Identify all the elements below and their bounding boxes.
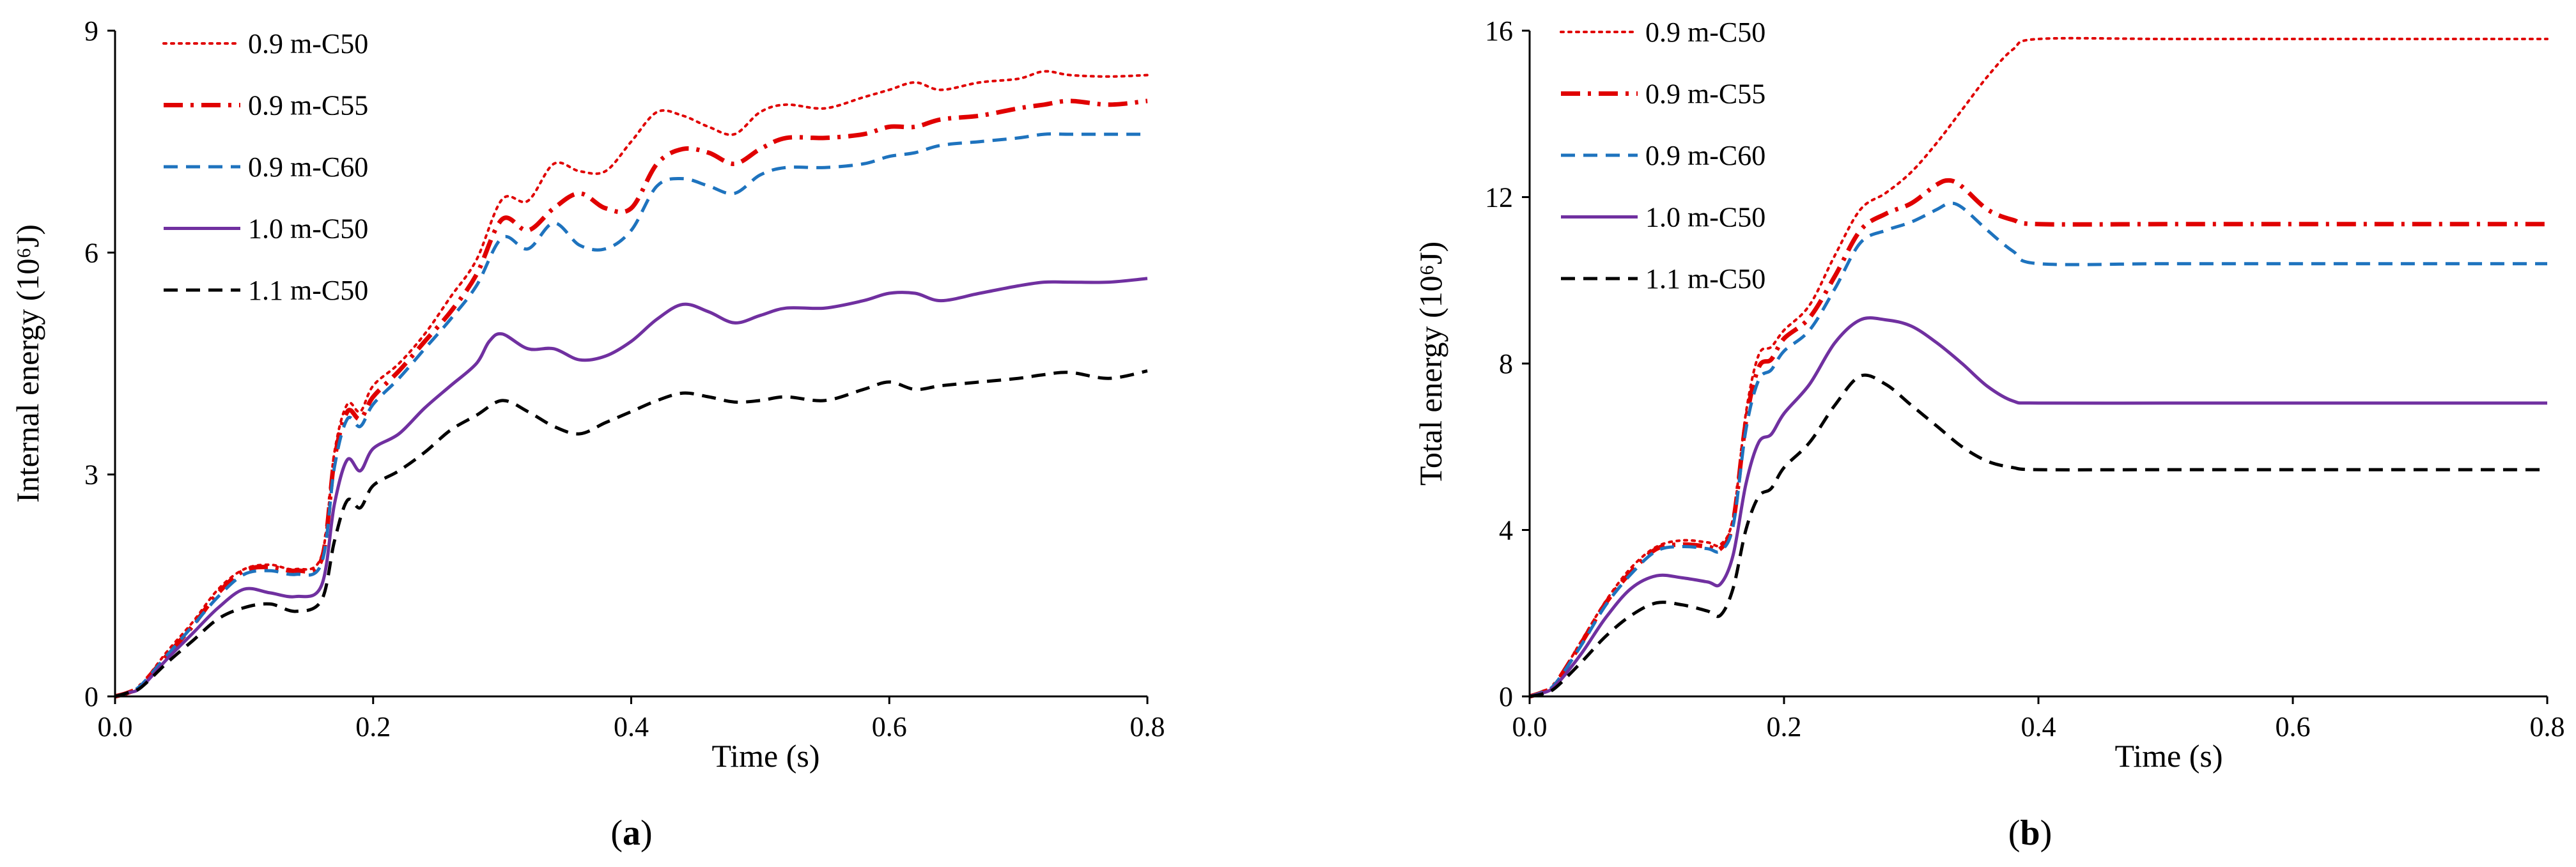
panel-a-series-line-3 [114, 277, 1148, 698]
panel-a-x-tick-label-2: 0.4 [614, 711, 649, 742]
panel-a-legend-label-1: 0.9 m-C55 [248, 90, 368, 121]
panel-b-series-line-2 [1529, 201, 2547, 698]
panel-a-legend-label-4: 1.1 m-C50 [248, 275, 368, 306]
panel-b-y-tick-label-4: 16 [1485, 15, 1513, 47]
panel-a-series-line-4 [114, 369, 1148, 698]
panel-b-label-letter: b [2020, 813, 2040, 853]
panel-b-legend-label-0: 0.9 m-C50 [1645, 17, 1765, 48]
panel-b-y-tick-label-3: 12 [1485, 182, 1513, 213]
panel-b-x-tick-label-0: 0.0 [1512, 711, 1548, 742]
panel-a-legend-label-3: 1.0 m-C50 [248, 213, 368, 245]
panel-a-legend: 0.9 m-C50 0.9 m-C55 0.9 m-C60 1.0 m-C50 1.1 … [162, 28, 368, 306]
panel-b-y-tick-label-0: 0 [1499, 681, 1513, 712]
panel-a-y-axis-title: Internal energy (10⁶J) [10, 224, 45, 503]
panel-b-total-energy: 0 4 8 12 16 0.0 0.2 0.4 0.6 0.8 Total energy (10⁶… [1413, 15, 2565, 853]
panel-a-label-letter: a [623, 813, 640, 853]
panel-b-y-tick-label-1: 4 [1499, 515, 1513, 546]
panel-b-x-axis-title: Time (s) [2114, 738, 2223, 774]
panel-a-series-line-2 [114, 132, 1147, 698]
panel-a-y-tick-label-1: 3 [84, 459, 98, 491]
panel-a-x-tick-label-4: 0.8 [1130, 711, 1165, 742]
panel-a-y-tick-label-2: 6 [84, 237, 98, 268]
panel-b-legend-label-3: 1.0 m-C50 [1645, 202, 1765, 233]
panel-b-series-line-4 [1529, 373, 2547, 698]
panel-a-legend-label-2: 0.9 m-C60 [248, 151, 368, 183]
panel-b-y-axis-title: Total energy (10⁶J) [1413, 242, 1448, 486]
panel-b-x-tick-label-2: 0.4 [2021, 711, 2056, 742]
panel-b-legend-label-4: 1.1 m-C50 [1645, 263, 1765, 295]
panel-b-x-tick-label-4: 0.8 [2530, 711, 2565, 742]
panel-a-x-tick-label-3: 0.6 [872, 711, 907, 742]
panel-a-x-tick-label-0: 0.0 [98, 711, 133, 742]
panel-b-x-tick-label-1: 0.2 [1767, 711, 1802, 742]
panel-b-legend: 0.9 m-C50 0.9 m-C55 0.9 m-C60 1.0 m-C50 1.1 … [1560, 17, 1765, 295]
panel-a-ticks: 0 3 6 9 0.0 0.2 0.4 0.6 0.8 [84, 15, 1165, 742]
panel-a-plot-area [114, 70, 1149, 699]
panel-b-ticks: 0 4 8 12 16 0.0 0.2 0.4 0.6 0.8 [1485, 15, 2565, 742]
panel-b-series-line-3 [1529, 316, 2547, 698]
panel-a-legend-label-0: 0.9 m-C50 [248, 28, 368, 59]
panel-a-x-axis-title: Time (s) [711, 738, 819, 774]
panel-a-y-tick-label-0: 0 [84, 681, 98, 712]
panel-a-x-tick-label-1: 0.2 [355, 711, 391, 742]
panel-b-legend-label-1: 0.9 m-C55 [1645, 79, 1765, 110]
panel-b-x-tick-label-3: 0.6 [2276, 711, 2311, 742]
panel-b-series-line-1 [1528, 178, 2547, 699]
panel-b-y-tick-label-2: 8 [1499, 348, 1513, 380]
panel-a-label: (a) [610, 813, 652, 853]
panel-a-series-line-1 [114, 98, 1148, 699]
panel-b-legend-label-2: 0.9 m-C60 [1645, 140, 1765, 171]
panel-b-series-line-0 [1528, 36, 2549, 698]
panel-a-internal-energy: 0 3 6 9 0.0 0.2 0.4 0.6 0.8 Internal energy (10⁶… [10, 15, 1165, 853]
panel-b-plot-area [1528, 36, 2549, 699]
panel-b-label: (b) [2008, 813, 2052, 853]
panel-a-y-tick-label-3: 9 [84, 15, 98, 47]
